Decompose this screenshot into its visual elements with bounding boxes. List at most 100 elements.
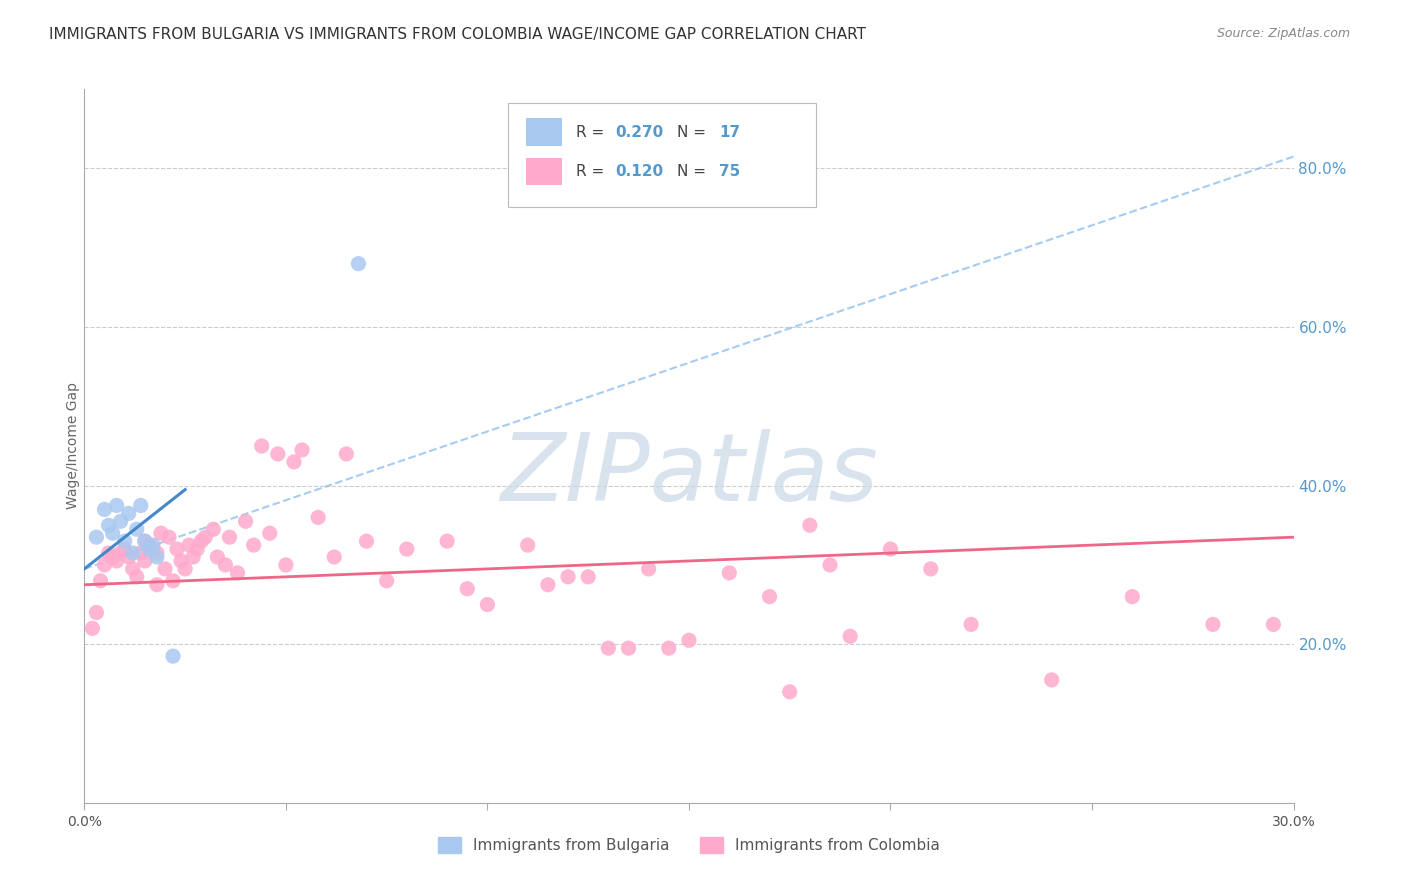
Point xyxy=(516,538,538,552)
Point xyxy=(779,685,801,699)
Y-axis label: Wage/Income Gap: Wage/Income Gap xyxy=(66,383,80,509)
Point xyxy=(174,562,197,576)
Point xyxy=(105,554,128,568)
Point xyxy=(347,257,370,271)
Point xyxy=(436,534,458,549)
Text: 75: 75 xyxy=(720,164,741,178)
Point xyxy=(226,566,249,580)
Point xyxy=(242,538,264,552)
Point xyxy=(291,442,314,457)
Point xyxy=(335,447,357,461)
Point xyxy=(93,502,115,516)
Point xyxy=(101,526,124,541)
Point xyxy=(146,546,169,560)
Point xyxy=(960,617,983,632)
FancyBboxPatch shape xyxy=(526,119,562,145)
Point xyxy=(207,549,229,564)
Point xyxy=(250,439,273,453)
Text: 0.270: 0.270 xyxy=(616,125,664,139)
Point xyxy=(274,558,297,572)
Text: N =: N = xyxy=(676,125,710,139)
Point xyxy=(214,558,236,572)
Text: 17: 17 xyxy=(720,125,741,139)
Point xyxy=(1202,617,1225,632)
Point xyxy=(129,546,152,560)
Point xyxy=(146,549,169,564)
Point xyxy=(818,558,841,572)
Point xyxy=(93,558,115,572)
Text: 0.120: 0.120 xyxy=(616,164,664,178)
Point xyxy=(920,562,942,576)
Point xyxy=(166,542,188,557)
FancyBboxPatch shape xyxy=(508,103,815,207)
Point xyxy=(718,566,741,580)
FancyBboxPatch shape xyxy=(526,158,562,185)
Point xyxy=(839,629,862,643)
Point xyxy=(678,633,700,648)
Point xyxy=(118,549,141,564)
Point xyxy=(658,641,681,656)
Point xyxy=(125,570,148,584)
Point xyxy=(576,570,599,584)
Point xyxy=(101,549,124,564)
Point xyxy=(181,549,204,564)
Text: R =: R = xyxy=(576,125,610,139)
Point xyxy=(758,590,780,604)
Point xyxy=(121,562,143,576)
Point xyxy=(82,621,104,635)
Point xyxy=(799,518,821,533)
Point xyxy=(146,578,169,592)
Point xyxy=(142,538,165,552)
Point xyxy=(157,530,180,544)
Point xyxy=(138,538,160,552)
Point xyxy=(235,514,257,528)
Point xyxy=(149,526,172,541)
Point xyxy=(356,534,378,549)
Point xyxy=(456,582,478,596)
Point xyxy=(114,534,136,549)
Point xyxy=(202,522,225,536)
Point xyxy=(121,546,143,560)
Point xyxy=(142,542,165,557)
Legend: Immigrants from Bulgaria, Immigrants from Colombia: Immigrants from Bulgaria, Immigrants fro… xyxy=(432,831,946,859)
Text: Source: ZipAtlas.com: Source: ZipAtlas.com xyxy=(1216,27,1350,40)
Point xyxy=(879,542,901,557)
Point xyxy=(134,554,156,568)
Point xyxy=(162,649,184,664)
Point xyxy=(1121,590,1143,604)
Point xyxy=(89,574,111,588)
Point xyxy=(125,522,148,536)
Point xyxy=(218,530,240,544)
Point xyxy=(190,534,212,549)
Point xyxy=(134,534,156,549)
Point xyxy=(557,570,579,584)
Point xyxy=(598,641,620,656)
Point xyxy=(153,562,176,576)
Point xyxy=(323,549,346,564)
Point xyxy=(97,518,120,533)
Point xyxy=(114,542,136,557)
Point xyxy=(1263,617,1285,632)
Point xyxy=(86,530,108,544)
Point xyxy=(307,510,329,524)
Point xyxy=(375,574,398,588)
Point xyxy=(179,538,201,552)
Point xyxy=(395,542,418,557)
Point xyxy=(194,530,217,544)
Point xyxy=(118,507,141,521)
Point xyxy=(110,514,132,528)
Point xyxy=(134,534,156,549)
Point xyxy=(97,546,120,560)
Point xyxy=(259,526,281,541)
Point xyxy=(105,499,128,513)
Text: IMMIGRANTS FROM BULGARIA VS IMMIGRANTS FROM COLOMBIA WAGE/INCOME GAP CORRELATION: IMMIGRANTS FROM BULGARIA VS IMMIGRANTS F… xyxy=(49,27,866,42)
Point xyxy=(537,578,560,592)
Point xyxy=(637,562,659,576)
Point xyxy=(186,542,208,557)
Point xyxy=(283,455,305,469)
Point xyxy=(86,606,108,620)
Point xyxy=(267,447,290,461)
Text: R =: R = xyxy=(576,164,610,178)
Point xyxy=(617,641,640,656)
Point xyxy=(129,499,152,513)
